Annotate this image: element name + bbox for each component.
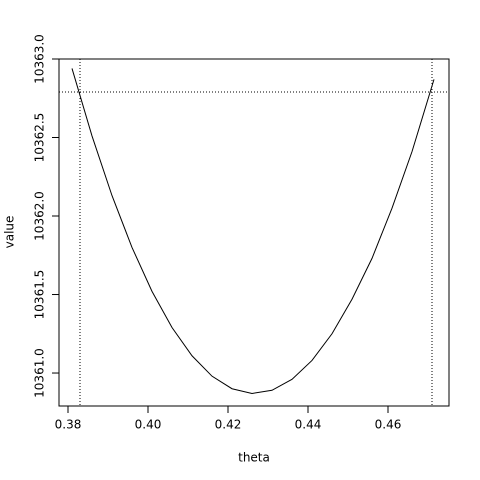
x-tick-label: 0.44 bbox=[295, 418, 322, 432]
y-axis-label: value bbox=[3, 216, 17, 249]
x-tick-label: 0.40 bbox=[135, 418, 162, 432]
y-tick-label: 10363.0 bbox=[33, 34, 47, 84]
x-tick-label: 0.38 bbox=[55, 418, 82, 432]
data-line bbox=[71, 68, 435, 394]
x-tick-label: 0.46 bbox=[375, 418, 402, 432]
y-tick-label: 10361.0 bbox=[33, 348, 47, 398]
y-tick-label: 10361.5 bbox=[33, 270, 47, 320]
x-tick-label: 0.42 bbox=[215, 418, 242, 432]
plot-box bbox=[58, 58, 450, 407]
x-axis-label: theta bbox=[238, 451, 270, 465]
y-tick-label: 10362.0 bbox=[33, 191, 47, 241]
y-tick-label: 10362.5 bbox=[33, 113, 47, 163]
